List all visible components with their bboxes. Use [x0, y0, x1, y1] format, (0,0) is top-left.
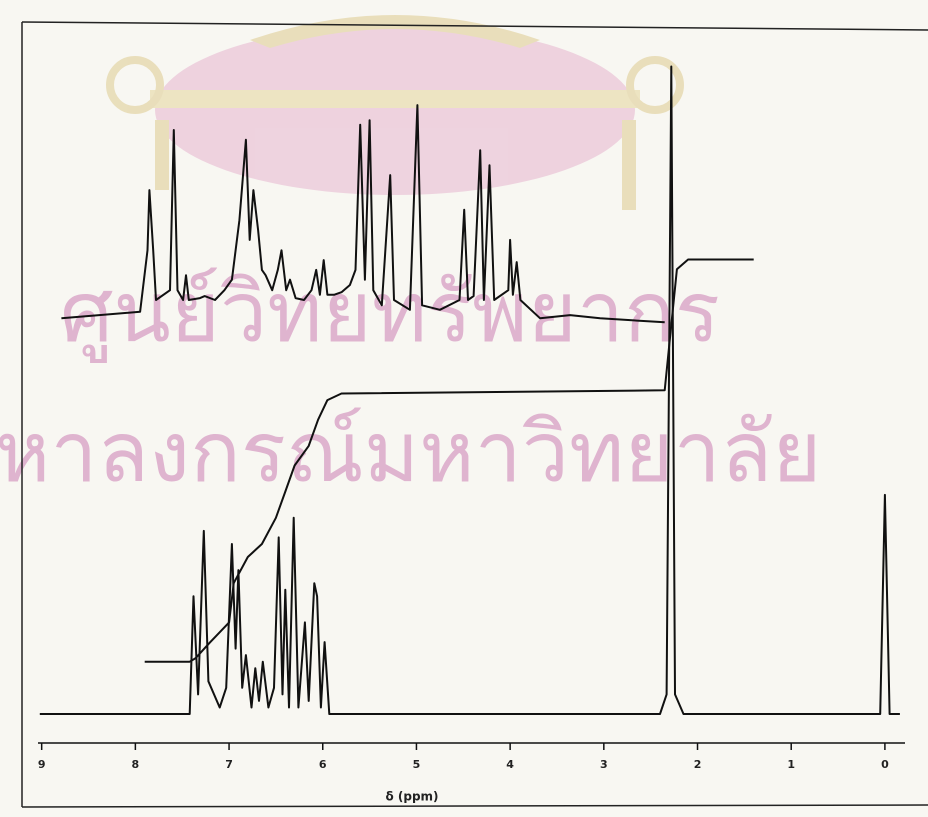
emblem: [106, 15, 684, 210]
emblem-body: [155, 25, 635, 195]
emblem-scroll: [626, 56, 684, 114]
spectrum-line: [61, 104, 665, 324]
x-tick-label: 4: [506, 758, 514, 771]
x-tick-label: 1: [787, 758, 795, 771]
frame-top: [21, 21, 928, 31]
x-tick-label: 2: [694, 758, 702, 771]
spectrum-line: [39, 65, 900, 715]
x-tick-label: 3: [600, 758, 608, 771]
x-tick-label: 9: [38, 758, 46, 771]
x-tick-label: 5: [413, 758, 421, 771]
spectrum-line: [144, 258, 754, 663]
emblem-tassel: [155, 120, 169, 190]
x-axis-label: δ (ppm): [385, 790, 438, 804]
emblem-scroll: [106, 56, 164, 114]
x-tick-label: 8: [132, 758, 140, 771]
watermark: หาลงกรณ์มหาวิทยาลัย: [0, 403, 821, 501]
x-tick-label: 7: [225, 758, 233, 771]
emblem-crown: [250, 15, 540, 48]
x-tick-label: 0: [881, 758, 889, 771]
frame-bottom: [21, 804, 928, 808]
emblem-tassel: [622, 120, 636, 210]
x-tick-label: 6: [319, 758, 327, 771]
emblem-band: [150, 90, 640, 108]
watermark: ศูนย์วิทยทรัพยากร: [60, 263, 720, 363]
